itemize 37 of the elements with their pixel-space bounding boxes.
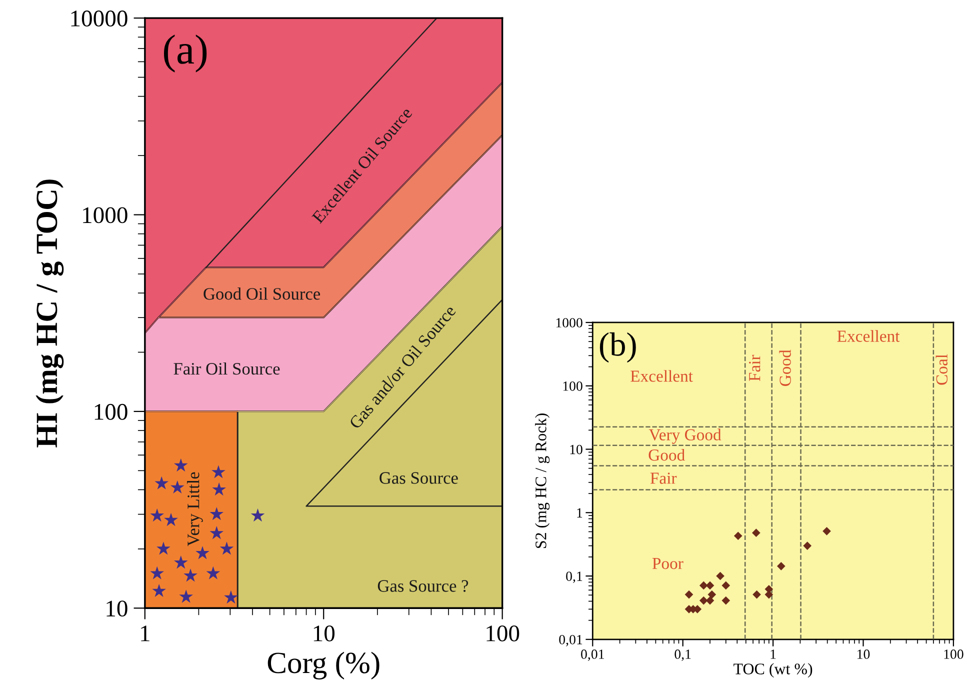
annotation: (a) — [164, 34, 207, 72]
annotation: Fair — [749, 354, 760, 382]
x-tick-label: 1 — [141, 626, 150, 642]
y-tick-label: 100 — [94, 404, 128, 420]
x-tick-label: 1 — [770, 650, 776, 659]
y-tick-label: 100 — [563, 381, 582, 391]
y-tick-label: 10 — [570, 444, 582, 454]
y-tick-label: 1000 — [556, 318, 582, 328]
annotation: Very Little — [187, 472, 203, 546]
y-axis-title: HI (mg HC / g TOC) — [36, 180, 64, 448]
y-tick-label: 10 — [106, 600, 128, 617]
annotation: Gas Source ? — [378, 580, 468, 592]
annotation: Gas Source — [380, 472, 458, 484]
annotation: Very Good — [648, 428, 722, 444]
annotation: Excellent — [837, 330, 900, 342]
annotation: Fair — [650, 472, 677, 484]
x-tick-label: 100 — [486, 625, 520, 642]
annotation: Poor — [652, 558, 684, 570]
y-tick-label: 0,1 — [566, 572, 582, 583]
annotation: Excellent — [630, 370, 693, 382]
x-tick-label: 100 — [944, 650, 964, 659]
annotation: Coal — [936, 354, 948, 385]
x-tick-label: 10 — [314, 625, 335, 642]
x-axis-title: Corg (%) — [268, 652, 380, 680]
annotation: Good Oil Source — [204, 288, 320, 300]
x-tick-label: 0,01 — [581, 650, 604, 661]
x-tick-label: 10 — [858, 650, 870, 659]
annotation: Good — [779, 350, 791, 386]
annotation: (b) — [600, 332, 636, 363]
y-axis-title: S2 (mg HC / g Rock) — [535, 414, 550, 548]
annotation: Fair Oil Source — [174, 362, 280, 375]
annotation: Good — [648, 448, 685, 461]
y-tick-label: 10000 — [71, 10, 128, 26]
y-tick-label: 1 — [577, 508, 582, 518]
x-tick-label: 0,1 — [674, 650, 691, 661]
x-axis-title: TOC (wt %) — [734, 663, 812, 678]
y-tick-label: 1000 — [83, 207, 128, 224]
